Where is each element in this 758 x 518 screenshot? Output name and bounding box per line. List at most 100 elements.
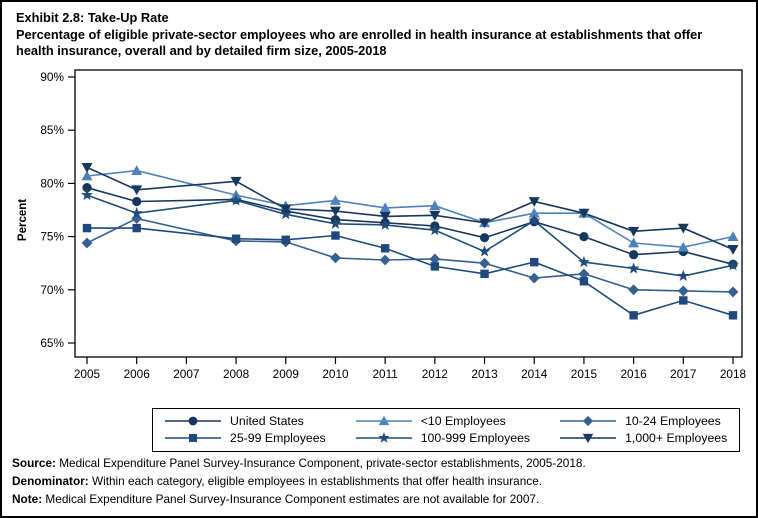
diamond-icon [429,253,441,265]
star-icon [378,432,390,443]
legend-label: United States [230,414,304,428]
star-icon [578,255,590,268]
star-icon [379,218,392,230]
x-tick-label: 2015 [571,367,598,381]
triangle-down-icon [131,185,143,196]
triangle-down-icon [677,223,689,234]
diamond-icon [628,284,640,296]
x-tick-label: 2008 [223,367,250,381]
circle-icon [82,183,92,193]
x-tick-label: 2014 [521,367,548,381]
triangle-down-icon [578,208,590,219]
circle-icon [188,416,198,426]
circle-icon [579,232,589,242]
square-icon [480,269,489,279]
legend-swatch [560,433,617,444]
footnote-denominator: Denominator: Within each category, eligi… [12,472,586,490]
series-markers-10-24-employees [81,213,739,298]
legend-label: <10 Employees [420,414,506,428]
series-markers-100-999-employees [81,188,739,281]
diamond-icon [330,252,341,264]
footnote-denominator-label: Denominator: [12,474,89,488]
y-tick-label: 80% [40,176,64,190]
y-tick-label: 90% [40,70,64,84]
x-axis: 2005 2006 2007 2008 2009 2010 2011 2012 2013 2014… [74,357,747,381]
footnote-source-text: Medical Expenditure Panel Survey-Insuran… [55,456,586,470]
series-line-1-000-employees [86,166,734,251]
diamond-icon [578,268,590,280]
chart-title: Exhibit 2.8: Take-Up Rate Percentage of … [16,10,742,60]
footnote-source: Source: Medical Expenditure Panel Survey… [12,454,586,472]
y-tick-label: 70% [40,283,64,297]
series-line-10-employees [86,169,734,249]
x-tick-label: 2018 [720,367,747,381]
square-icon [189,434,197,442]
triangle-down-icon [528,197,540,207]
x-tick-label: 2009 [273,367,299,381]
legend-label: 100-999 Employees [420,431,531,445]
circle-icon [132,196,142,207]
triangle-up-icon [378,415,389,426]
chart-legend: United States <10 Employees 10-24 Employee… [152,408,741,452]
square-icon [679,296,688,305]
legend-item-1-000-employees: 1,000+ Employees [560,431,727,445]
legend-swatch [355,415,412,426]
footnote-note: Note: Medical Expenditure Panel Survey-I… [12,490,586,508]
star-icon [478,245,491,257]
diamond-icon [379,254,391,266]
series-markers-1-000-employees [81,163,739,255]
x-tick-label: 2006 [124,367,151,381]
star-icon [329,217,342,229]
series-markers-10-employees [81,165,739,252]
y-axis: 65% 70% 75% 80% 85% 90% Percent [17,70,75,350]
star-icon [627,262,640,274]
legend-swatch [165,434,221,442]
triangle-down-icon [81,163,93,173]
legend-label: 25-99 Employees [230,431,326,445]
triangle-up-icon [379,202,391,213]
triangle-down-icon [727,244,739,255]
circle-icon [479,233,490,243]
triangle-down-icon [230,176,242,187]
chart-title-line1: Exhibit 2.8: Take-Up Rate [16,10,169,25]
footnote-note-label: Note: [12,492,43,506]
legend-swatch [560,415,617,427]
y-tick-label: 85% [40,123,64,137]
star-icon [130,206,143,219]
square-icon [281,235,290,244]
triangle-up-icon [429,200,441,211]
diamond-icon [727,286,739,298]
x-tick-label: 2017 [670,367,696,381]
square-icon [530,257,539,267]
square-icon [579,277,589,286]
x-tick-label: 2007 [173,367,199,381]
square-icon [728,311,738,320]
footnote-note-text: Medical Expenditure Panel Survey-Insuran… [42,492,540,506]
triangle-down-icon [628,226,640,237]
square-icon [380,244,390,253]
square-icon [430,262,440,271]
triangle-down-icon [280,204,292,215]
triangle-down-icon [379,211,391,222]
legend-label: 10-24 Employees [625,414,721,428]
square-icon [82,223,92,233]
triangle-up-icon [628,237,640,248]
plot-area-border [74,69,743,358]
triangle-down-icon [429,210,441,221]
legend-swatch [355,432,412,443]
series-markers-25-99-employees [82,223,738,320]
legend-swatch [165,416,221,426]
triangle-down-icon [479,218,491,229]
star-icon [727,259,739,271]
series-path [86,166,734,251]
footnote-denominator-text: Within each category, eligible employees… [88,474,543,488]
legend-item-25-99-employees: 25-99 Employees [165,431,326,445]
star-icon [677,269,690,281]
legend-item-united-states: United States [165,414,326,428]
triangle-down-icon [329,206,341,217]
diamond-icon [81,237,93,249]
triangle-down-icon [582,433,594,444]
triangle-up-icon [528,207,540,218]
